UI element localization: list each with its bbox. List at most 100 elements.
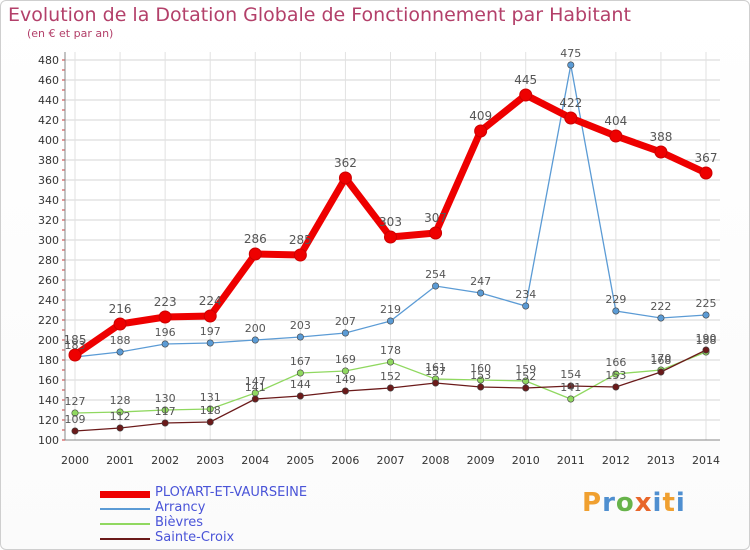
data-label-bievres: 167 bbox=[290, 355, 311, 368]
x-tick-label: 2000 bbox=[61, 454, 89, 467]
logo-letter: x bbox=[634, 488, 653, 518]
data-point-sainte-croix bbox=[206, 418, 214, 426]
chart-title: Evolution de la Dotation Globale de Fonc… bbox=[8, 4, 631, 26]
x-tick-label: 2012 bbox=[602, 454, 630, 467]
data-labels: 185 216 223 224 286 285 362 303 307 409 445 422 404 3… bbox=[64, 47, 718, 426]
data-label-arrancy: 188 bbox=[110, 334, 131, 347]
data-point-ployart bbox=[564, 111, 578, 125]
data-point-sainte-croix bbox=[161, 419, 169, 427]
data-point-ployart bbox=[519, 88, 533, 102]
y-tick-label: 220 bbox=[38, 314, 59, 327]
data-label-bievres: 178 bbox=[380, 344, 401, 357]
grid bbox=[65, 52, 720, 441]
legend-label-ployart: PLOYART-ET-VAURSEINE bbox=[155, 485, 308, 500]
y-tick-label: 200 bbox=[38, 334, 59, 347]
data-point-sainte-croix bbox=[341, 387, 349, 395]
data-point-bievres bbox=[567, 395, 575, 403]
data-label-ployart: 285 bbox=[289, 233, 312, 247]
data-label-ployart: 224 bbox=[199, 294, 222, 308]
data-label-sainte-croix: 157 bbox=[425, 365, 446, 378]
legend-swatch-ployart bbox=[100, 491, 150, 498]
series bbox=[68, 61, 713, 435]
x-tick-label: 2010 bbox=[512, 454, 540, 467]
data-label-ployart: 445 bbox=[514, 73, 537, 87]
chart-subtitle: (en € et par an) bbox=[27, 27, 114, 40]
data-label-ployart: 409 bbox=[469, 109, 492, 123]
data-label-bievres: 159 bbox=[515, 363, 536, 376]
data-label-ployart: 404 bbox=[604, 114, 627, 128]
data-point-arrancy bbox=[296, 333, 304, 341]
y-tick-label: 300 bbox=[38, 234, 59, 247]
data-point-ployart bbox=[68, 348, 82, 362]
data-label-ployart: 307 bbox=[424, 211, 447, 225]
data-label-bievres: 130 bbox=[155, 392, 176, 405]
legend-swatch-bievres bbox=[100, 523, 150, 525]
x-tick-label: 2013 bbox=[647, 454, 675, 467]
x-tick-label: 2009 bbox=[467, 454, 495, 467]
data-label-sainte-croix: 152 bbox=[380, 370, 401, 383]
data-label-sainte-croix: 117 bbox=[155, 405, 176, 418]
data-point-sainte-croix bbox=[612, 383, 620, 391]
data-label-bievres: 160 bbox=[470, 362, 491, 375]
data-point-bievres bbox=[341, 367, 349, 375]
y-tick-label: 240 bbox=[38, 294, 59, 307]
data-label-arrancy: 254 bbox=[425, 268, 446, 281]
x-tick-label: 2011 bbox=[557, 454, 585, 467]
data-label-ployart: 216 bbox=[109, 302, 132, 316]
data-point-bievres bbox=[477, 376, 485, 384]
data-label-bievres: 147 bbox=[245, 375, 266, 388]
y-tick-label: 160 bbox=[38, 374, 59, 387]
data-label-sainte-croix: 141 bbox=[245, 381, 266, 394]
y-tick-label: 420 bbox=[38, 114, 59, 127]
logo-letter: i bbox=[675, 488, 686, 518]
data-point-bievres bbox=[71, 409, 79, 417]
data-point-sainte-croix bbox=[657, 368, 665, 376]
y-tick-label: 480 bbox=[38, 54, 59, 67]
legend-label-bievres: Bièvres bbox=[155, 515, 204, 530]
legend-label-arrancy: Arrancy bbox=[155, 500, 206, 515]
data-point-sainte-croix bbox=[71, 427, 79, 435]
data-point-bievres bbox=[161, 406, 169, 414]
data-label-arrancy: 475 bbox=[560, 47, 581, 60]
data-label-arrancy: 203 bbox=[290, 319, 311, 332]
y-tick-label: 380 bbox=[38, 154, 59, 167]
data-point-ployart bbox=[384, 230, 397, 244]
data-point-ployart bbox=[699, 166, 713, 180]
x-tick-label: 2005 bbox=[286, 454, 314, 467]
data-label-bievres: 188 bbox=[696, 334, 717, 347]
data-point-ployart bbox=[429, 226, 443, 240]
data-point-ployart bbox=[338, 171, 352, 185]
x-tick-label: 2014 bbox=[692, 454, 720, 467]
y-tick-label: 360 bbox=[38, 174, 59, 187]
data-label-arrancy: 229 bbox=[605, 293, 626, 306]
axes: 100 120 140 160 180 200 220 240 260 280 300 320 340 3… bbox=[38, 52, 720, 467]
data-label-sainte-croix: 190 bbox=[696, 332, 717, 345]
data-point-sainte-croix bbox=[386, 384, 394, 392]
data-label-ployart: 303 bbox=[379, 215, 402, 229]
data-point-ployart bbox=[113, 317, 127, 331]
x-tick-label: 2008 bbox=[422, 454, 450, 467]
legend-swatch-sainte-croix bbox=[100, 538, 150, 540]
y-tick-label: 340 bbox=[38, 194, 59, 207]
data-label-arrancy: 183 bbox=[65, 339, 86, 352]
data-point-arrancy bbox=[567, 61, 575, 69]
data-point-bievres bbox=[386, 358, 394, 366]
plot-area bbox=[65, 52, 720, 440]
data-label-ployart: 362 bbox=[334, 156, 357, 170]
x-tick-label: 2001 bbox=[106, 454, 134, 467]
data-label-ployart: 185 bbox=[64, 333, 87, 347]
data-label-sainte-croix: 112 bbox=[110, 410, 131, 423]
data-point-ployart bbox=[474, 124, 488, 138]
data-point-arrancy bbox=[612, 307, 620, 315]
logo-letter: i bbox=[652, 488, 663, 518]
data-label-sainte-croix: 152 bbox=[515, 370, 536, 383]
data-label-ployart: 367 bbox=[695, 151, 718, 165]
logo-letter: P bbox=[582, 488, 603, 518]
data-point-sainte-croix bbox=[702, 346, 710, 354]
data-label-sainte-croix: 154 bbox=[560, 368, 581, 381]
data-point-bievres bbox=[522, 377, 530, 385]
data-label-sainte-croix: 144 bbox=[290, 378, 311, 391]
data-point-bievres bbox=[116, 408, 124, 416]
data-point-ployart bbox=[158, 310, 172, 324]
data-label-bievres: 127 bbox=[65, 395, 86, 408]
